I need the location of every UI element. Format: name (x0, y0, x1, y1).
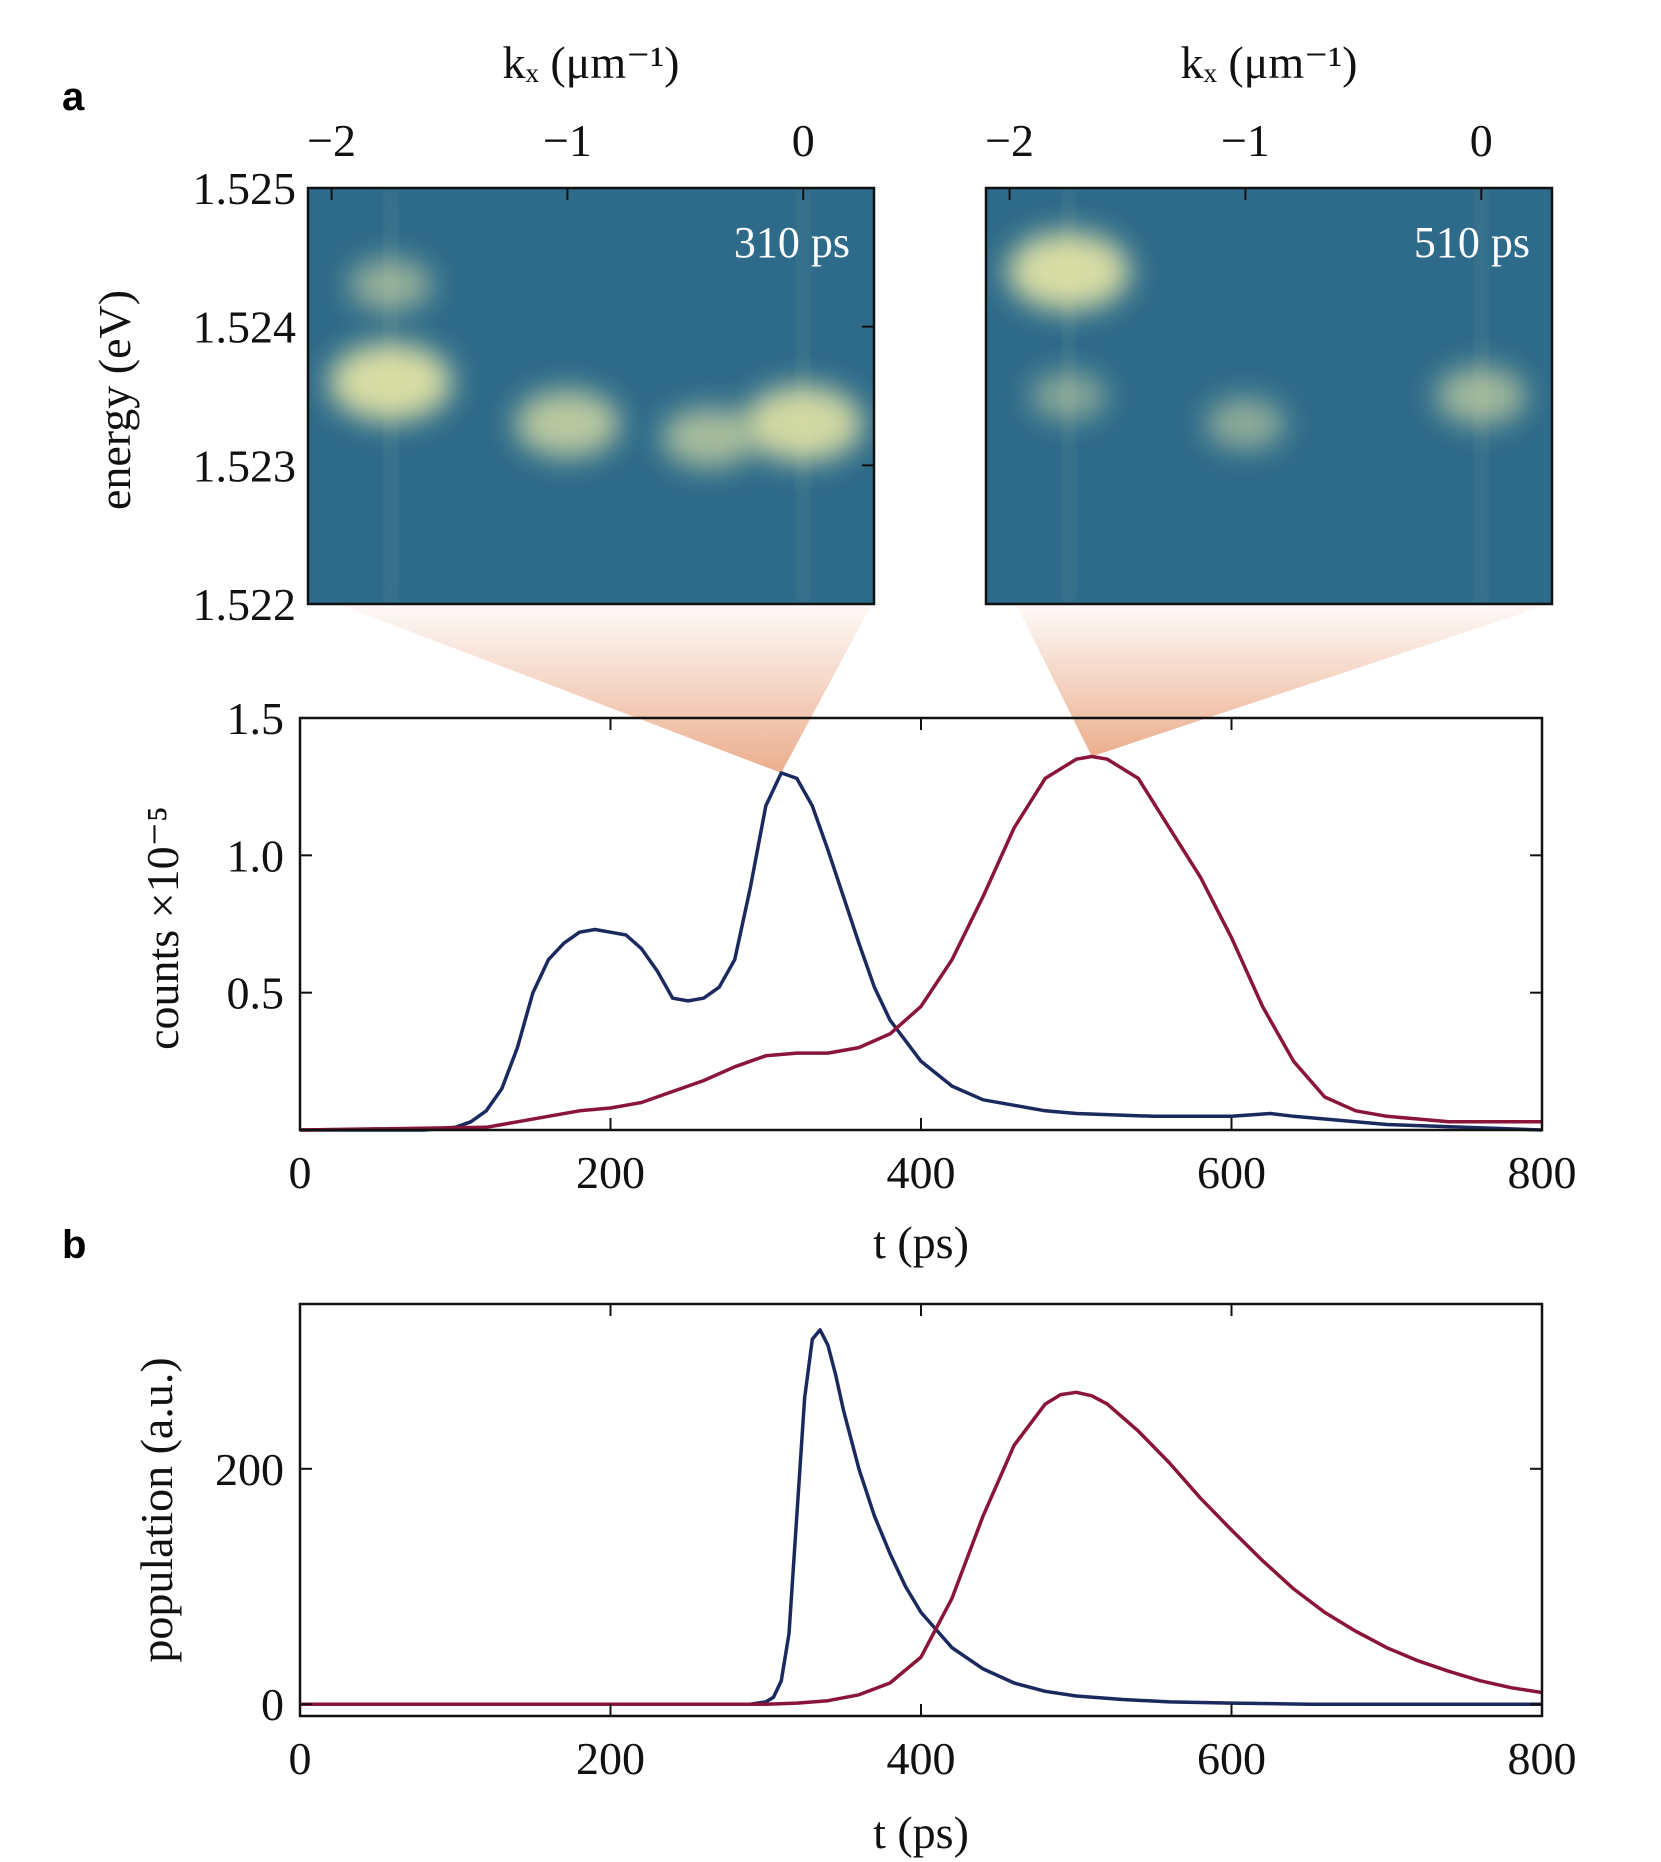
zoom-fan-left (338, 604, 872, 773)
y-tick-label: 1.0 (227, 830, 285, 881)
series-line-red (300, 1390, 1543, 1706)
map-intensity-spot (743, 385, 864, 463)
y-tick-label: 1.524 (193, 302, 297, 353)
series-line-blue (300, 771, 1543, 1132)
plot-frame (298, 716, 1544, 1132)
panel-label-a: a (62, 75, 85, 119)
y-axis-label: population (a.u.) (131, 1357, 182, 1662)
x-tick-label: 800 (1508, 1733, 1577, 1784)
energy-map-510ps: 510 ps −2 −1 0 kₓ (μm⁻¹) (984, 37, 1554, 606)
y-tick-label: 0 (261, 1679, 284, 1730)
y-tick-label: 200 (215, 1444, 284, 1495)
x-tick-label: 0 (792, 115, 815, 166)
x-tick-label: 200 (576, 1733, 645, 1784)
map-y-ticks: 1.522 1.523 1.524 1.525 (193, 163, 874, 630)
y-tick-label: 0.5 (227, 968, 285, 1019)
map-time-label: 510 ps (1414, 218, 1530, 267)
map-intensity-spot (1030, 371, 1107, 421)
series-line-blue (300, 1328, 1542, 1706)
energy-map-310ps: 310 ps −2 −1 0 1.522 1.523 1.524 1.525 kₓ (μm… (89, 37, 876, 630)
map-intensity-spot (328, 342, 453, 422)
y-tick-label: 1.522 (193, 579, 297, 630)
x-tick-label: −1 (543, 115, 592, 166)
counts-series (299, 754, 1543, 1132)
zoom-fans (338, 604, 1550, 773)
map-intensity-spot (514, 389, 620, 458)
y-axis-label: counts ×10⁻⁵ (137, 806, 188, 1050)
population-chart: 0 200 400 600 800 0 200 t (ps) population (a.… (131, 1302, 1577, 1858)
map-intensity-spot (1205, 398, 1286, 450)
population-series (300, 1328, 1543, 1706)
x-tick-label: 0 (289, 1733, 312, 1784)
x-tick-label: −1 (1221, 115, 1270, 166)
map-intensity-spot (348, 258, 433, 312)
map-frame (306, 186, 876, 606)
map-features (328, 188, 864, 604)
y-ticks: 0 200 (215, 1444, 1542, 1730)
map-intensity-spot (1006, 231, 1131, 311)
y-tick-label: 1.525 (193, 163, 297, 214)
map-x-ticks: −2 −1 0 (985, 115, 1493, 200)
x-tick-label: −2 (985, 115, 1034, 166)
x-tick-label: 600 (1197, 1733, 1266, 1784)
x-axis-label: t (ps) (873, 1807, 969, 1858)
map-y-axis-label: energy (eV) (89, 290, 140, 510)
map-features (1006, 188, 1527, 604)
map-intensity-spot (661, 407, 756, 468)
map-intensity-spot (1436, 366, 1527, 426)
x-ticks: 0 200 400 600 800 (289, 718, 1577, 1198)
counts-chart: 0 200 400 600 800 0.5 1.0 1.5 t (ps) counts ×1… (137, 693, 1577, 1268)
x-tick-label: −2 (307, 115, 356, 166)
map-time-label: 310 ps (734, 218, 850, 267)
x-tick-label: 400 (887, 1147, 956, 1198)
series-line-red (299, 754, 1542, 1132)
map-x-axis-label: kₓ (μm⁻¹) (503, 37, 680, 88)
x-axis-label: t (ps) (873, 1217, 969, 1268)
x-tick-label: 800 (1508, 1147, 1577, 1198)
x-ticks: 0 200 400 600 800 (289, 1304, 1577, 1784)
map-x-ticks: −2 −1 0 (307, 115, 815, 200)
x-tick-label: 600 (1197, 1147, 1266, 1198)
y-tick-label: 1.523 (193, 440, 297, 491)
map-x-axis-label: kₓ (μm⁻¹) (1181, 37, 1358, 88)
x-tick-label: 0 (289, 1147, 312, 1198)
x-tick-label: 400 (887, 1733, 956, 1784)
x-tick-label: 0 (1470, 115, 1493, 166)
map-frame (984, 186, 1554, 606)
y-ticks: 0.5 1.0 1.5 (227, 693, 1542, 1019)
y-tick-label: 1.5 (227, 693, 285, 744)
x-tick-label: 200 (576, 1147, 645, 1198)
panel-label-b: b (62, 1223, 86, 1267)
zoom-fan-right (1016, 604, 1550, 757)
